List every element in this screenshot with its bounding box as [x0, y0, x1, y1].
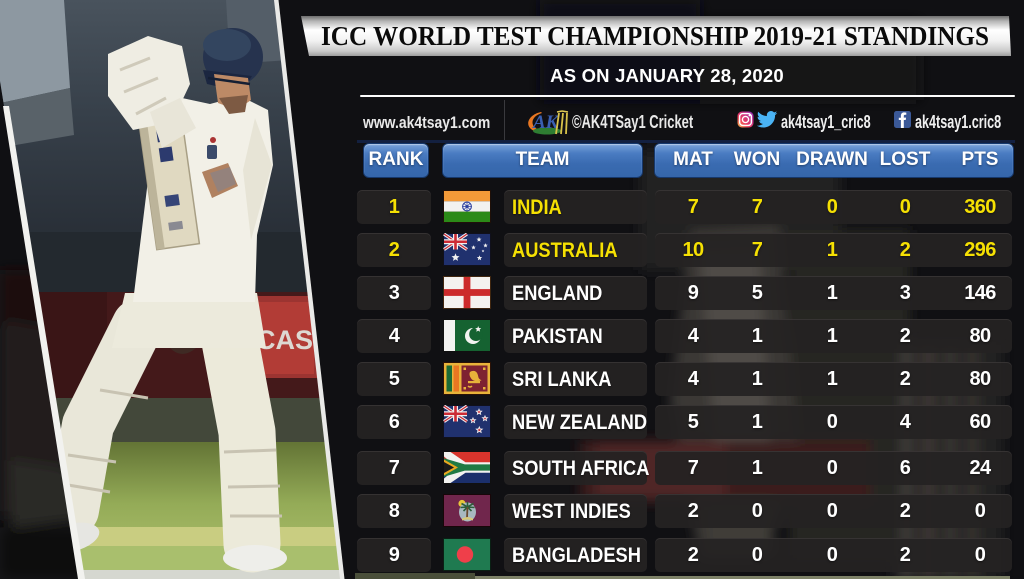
svg-text:CAS: CAS [256, 325, 313, 355]
svg-text:ICC WORLD TEST CHAMPIONSHIP 20: ICC WORLD TEST CHAMPIONSHIP 2019-21 STAN… [321, 21, 989, 51]
svg-text:AK: AK [532, 112, 560, 133]
